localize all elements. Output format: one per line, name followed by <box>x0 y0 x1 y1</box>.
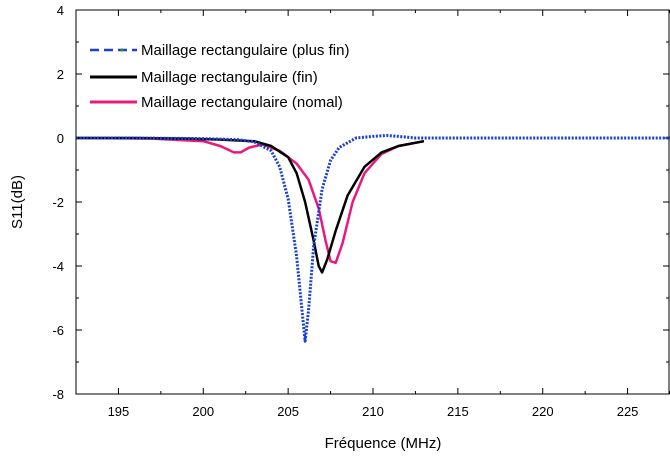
x-tick-label: 195 <box>108 404 130 419</box>
x-tick-label: 220 <box>532 404 554 419</box>
y-tick-label: -2 <box>52 195 64 210</box>
axis-ticks <box>76 9 670 395</box>
y-tick-label: 2 <box>57 67 64 82</box>
y-axis-title: S11(dB) <box>9 175 26 229</box>
tick-labels: 4 2 0 -2 -4 -6 -8 195 200 205 210 215 220 225 <box>52 3 638 419</box>
x-tick-label: 205 <box>277 404 299 419</box>
legend-label: Maillage rectangulaire (nomal) <box>141 94 343 111</box>
series-line-1 <box>76 133 670 343</box>
y-tick-label: -6 <box>52 323 64 338</box>
legend-swatch-dot <box>120 48 124 52</box>
y-tick-label: -4 <box>52 259 64 274</box>
y-tick-label: 0 <box>57 131 64 146</box>
x-tick-label: 225 <box>617 404 639 419</box>
series-line-2 <box>76 136 425 274</box>
x-tick-label: 200 <box>192 404 214 419</box>
legend-label: Maillage rectangulaire (plus fin) <box>141 42 349 59</box>
y-tick-label: 4 <box>57 3 64 18</box>
x-tick-label: 215 <box>447 404 469 419</box>
x-tick-label: 210 <box>362 404 384 419</box>
x-axis-title: Fréquence (MHz) <box>325 435 442 452</box>
plot-frame <box>75 9 670 395</box>
legend-label: Maillage rectangulaire (fin) <box>141 69 318 86</box>
legend: Maillage rectangulaire (plus fin) Maillag… <box>90 42 349 111</box>
y-tick-label: -8 <box>52 387 64 402</box>
series-lines <box>76 133 670 343</box>
series-line-3 <box>76 136 425 265</box>
